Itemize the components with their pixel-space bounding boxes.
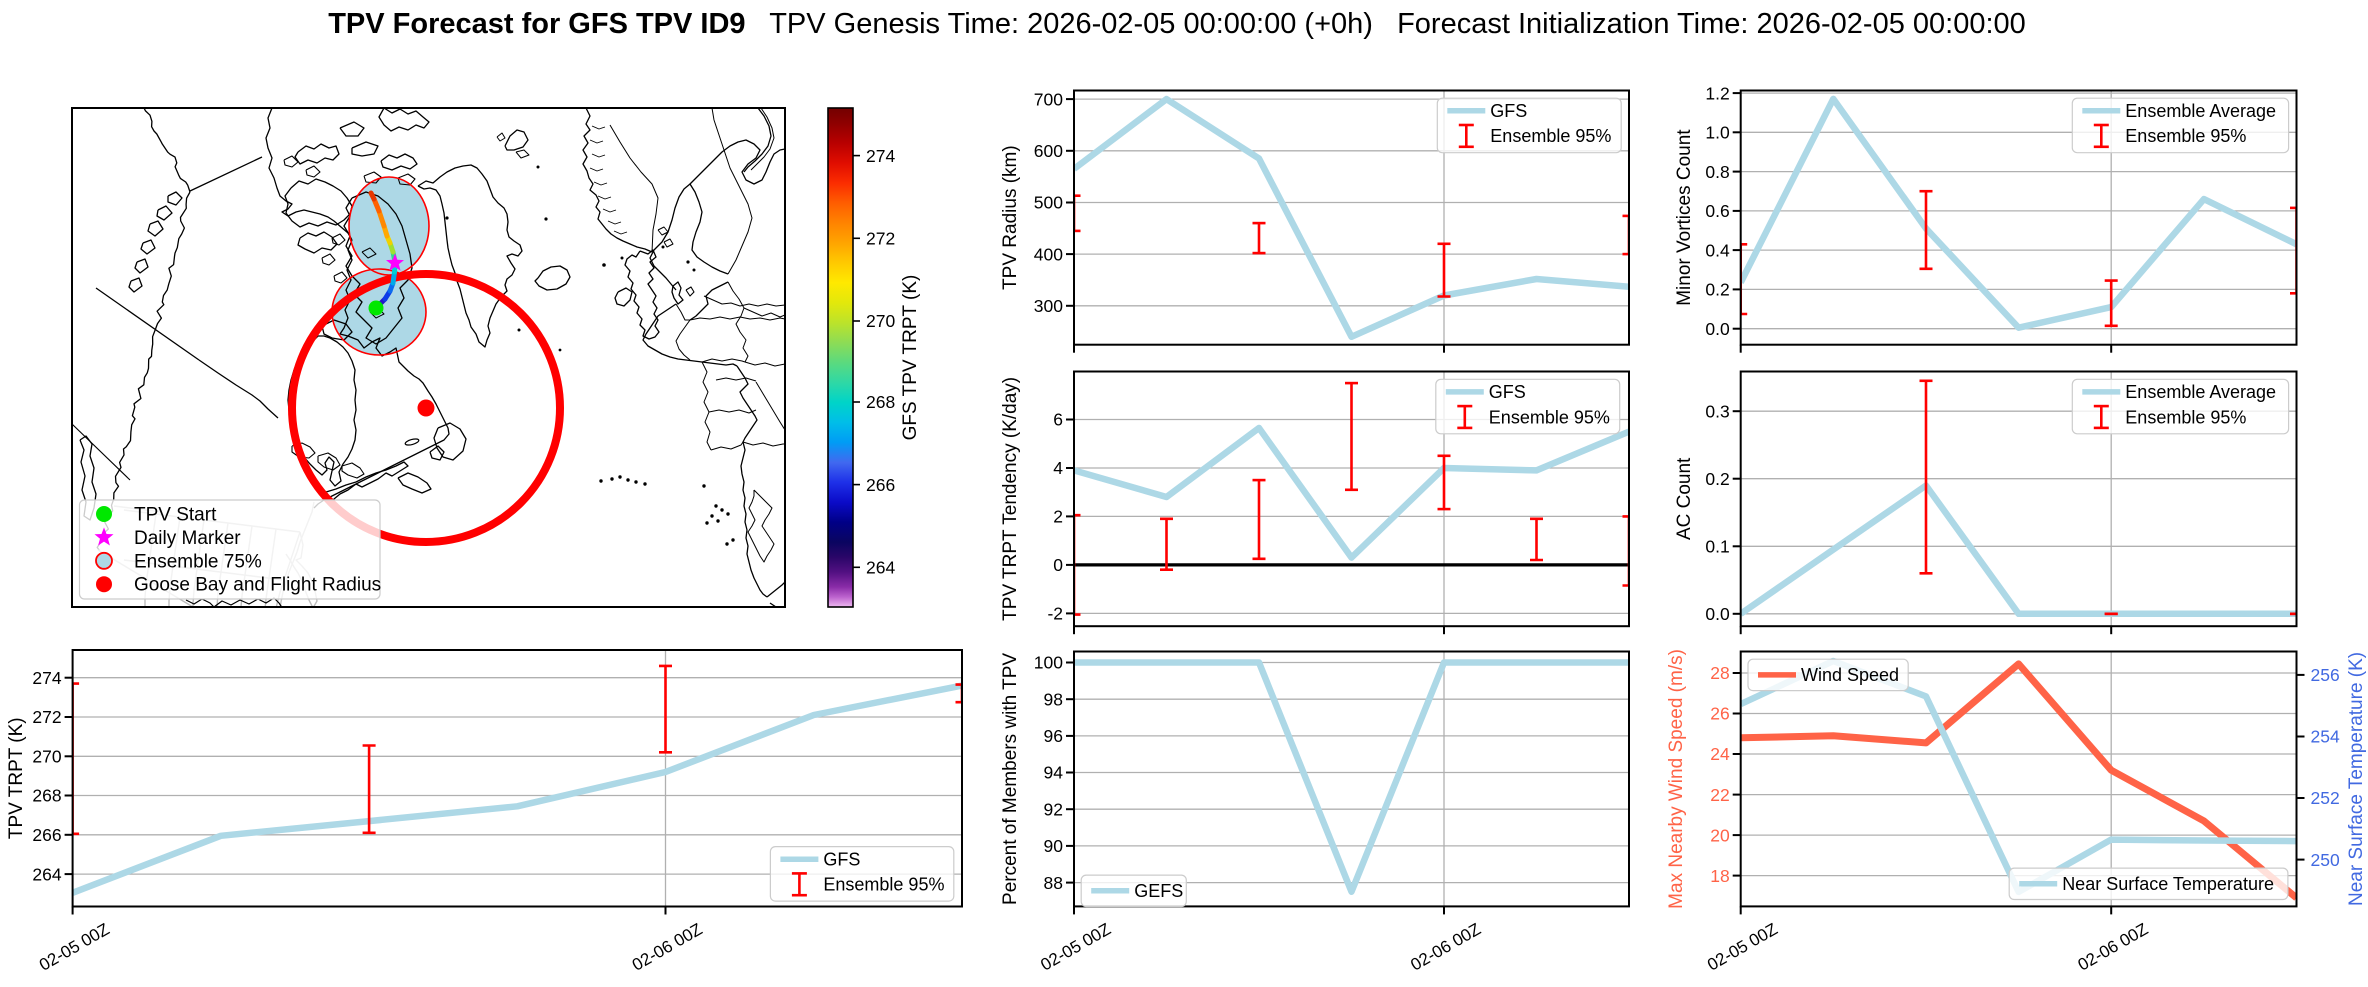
svg-text:TPV Radius (km): TPV Radius (km)	[1000, 145, 1021, 290]
svg-text:0.1: 0.1	[1705, 537, 1729, 557]
svg-text:0.4: 0.4	[1705, 240, 1730, 260]
svg-text:0.0: 0.0	[1705, 604, 1730, 624]
svg-text:TPV Forecast for GFS TPV ID9: TPV Forecast for GFS TPV ID9 TPV Genesis…	[328, 8, 2026, 40]
svg-text:500: 500	[1034, 193, 1063, 213]
svg-text:264: 264	[32, 864, 61, 884]
svg-text:0: 0	[1053, 555, 1063, 575]
svg-text:266: 266	[866, 475, 895, 495]
svg-text:256: 256	[2311, 665, 2340, 685]
svg-text:Wind Speed: Wind Speed	[1801, 665, 1899, 685]
svg-text:90: 90	[1044, 836, 1064, 856]
svg-text:1.2: 1.2	[1705, 83, 1729, 103]
svg-text:274: 274	[32, 668, 61, 688]
svg-text:Ensemble 95%: Ensemble 95%	[1490, 126, 1611, 146]
svg-text:0.2: 0.2	[1705, 469, 1729, 489]
svg-text:Minor Vortices Count: Minor Vortices Count	[1674, 129, 1695, 306]
svg-text:4: 4	[1053, 458, 1063, 478]
svg-text:0.6: 0.6	[1705, 201, 1729, 221]
svg-text:Near Surface Temperature: Near Surface Temperature	[2062, 874, 2274, 894]
svg-text:0.2: 0.2	[1705, 280, 1729, 300]
svg-text:270: 270	[32, 747, 61, 767]
svg-text:272: 272	[32, 707, 61, 727]
svg-text:88: 88	[1044, 873, 1063, 893]
svg-text:Near Surface Temperature (K): Near Surface Temperature (K)	[2346, 652, 2367, 906]
svg-text:26: 26	[1710, 704, 1729, 724]
svg-text:0.8: 0.8	[1705, 162, 1729, 182]
svg-text:Daily Marker: Daily Marker	[134, 528, 241, 549]
svg-text:94: 94	[1044, 763, 1064, 783]
svg-text:268: 268	[32, 786, 61, 806]
svg-text:TPV TRPT (K): TPV TRPT (K)	[6, 717, 27, 839]
svg-text:2: 2	[1053, 507, 1063, 527]
svg-text:Ensemble 95%: Ensemble 95%	[823, 875, 944, 895]
svg-text:98: 98	[1044, 689, 1063, 709]
svg-text:300: 300	[1034, 296, 1063, 316]
svg-text:28: 28	[1710, 663, 1729, 683]
svg-text:24: 24	[1710, 744, 1730, 764]
svg-text:0.3: 0.3	[1705, 401, 1729, 421]
svg-text:Percent of Members with TPV: Percent of Members with TPV	[1000, 653, 1021, 905]
svg-text:GFS: GFS	[1489, 382, 1526, 402]
svg-text:264: 264	[866, 558, 895, 578]
svg-text:GEFS: GEFS	[1134, 881, 1183, 901]
svg-text:268: 268	[866, 392, 895, 412]
svg-text:TPV TRPT Tendency (K/day): TPV TRPT Tendency (K/day)	[1000, 377, 1021, 621]
svg-text:Ensemble 95%: Ensemble 95%	[2125, 126, 2246, 146]
svg-text:1.0: 1.0	[1705, 123, 1730, 143]
svg-text:Ensemble 95%: Ensemble 95%	[1489, 407, 1610, 427]
svg-text:20: 20	[1710, 825, 1730, 845]
svg-text:22: 22	[1710, 785, 1729, 805]
svg-text:GFS: GFS	[1490, 101, 1527, 121]
svg-text:TPV Start: TPV Start	[134, 505, 217, 526]
svg-text:18: 18	[1710, 866, 1729, 886]
svg-text:272: 272	[866, 229, 895, 249]
svg-text:-2: -2	[1047, 604, 1063, 624]
svg-text:254: 254	[2311, 727, 2340, 747]
svg-text:92: 92	[1044, 799, 1063, 819]
svg-text:Ensemble 75%: Ensemble 75%	[134, 551, 262, 572]
svg-text:Max Nearby Wind Speed (m/s): Max Nearby Wind Speed (m/s)	[1666, 649, 1687, 909]
svg-text:270: 270	[866, 311, 895, 331]
svg-text:100: 100	[1034, 653, 1063, 673]
svg-text:GFS TPV TRPT (K): GFS TPV TRPT (K)	[900, 275, 921, 441]
svg-text:252: 252	[2311, 788, 2340, 808]
svg-text:600: 600	[1034, 141, 1063, 161]
svg-text:250: 250	[2311, 850, 2340, 870]
svg-text:Ensemble Average: Ensemble Average	[2125, 101, 2276, 121]
svg-text:AC Count: AC Count	[1674, 457, 1695, 540]
svg-text:96: 96	[1044, 726, 1063, 746]
svg-text:400: 400	[1034, 244, 1063, 264]
svg-text:6: 6	[1053, 410, 1063, 430]
svg-text:Goose Bay and Flight Radius: Goose Bay and Flight Radius	[134, 575, 381, 596]
svg-text:GFS: GFS	[823, 850, 860, 870]
svg-text:Ensemble 95%: Ensemble 95%	[2125, 407, 2246, 427]
svg-text:700: 700	[1034, 89, 1063, 109]
svg-text:0.0: 0.0	[1705, 319, 1730, 339]
svg-text:266: 266	[32, 825, 61, 845]
svg-text:Ensemble Average: Ensemble Average	[2125, 382, 2276, 402]
svg-text:274: 274	[866, 146, 895, 166]
